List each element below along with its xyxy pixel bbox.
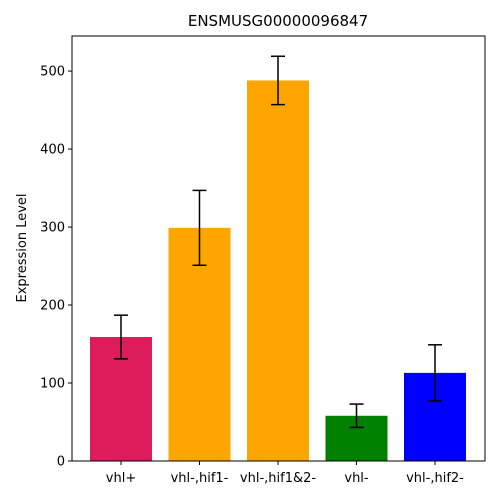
- bar: [168, 227, 231, 461]
- x-tick-label: vhl-,hif1&2-: [240, 471, 316, 486]
- y-tick-label: 400: [40, 143, 65, 158]
- y-tick-label: 200: [40, 299, 65, 314]
- x-tick-label: vhl-: [344, 471, 369, 486]
- x-tick-label: vhl+: [106, 471, 136, 486]
- plot-area: 0 100 200 300 400 500 vhl+ vhl-,hif1- vhl-,hif1&…: [40, 35, 486, 486]
- y-tick-label: 100: [40, 377, 65, 392]
- y-tick-label: 500: [40, 65, 65, 80]
- y-tick-label: 0: [57, 455, 65, 470]
- x-tick-label: vhl-,hif2-: [406, 471, 464, 486]
- y-axis-label: Expression Level: [15, 193, 30, 302]
- error-bar: [271, 55, 285, 106]
- chart-title: ENSMUSG00000096847: [188, 12, 368, 30]
- error-bar: [428, 344, 442, 402]
- error-bar: [192, 189, 207, 267]
- y-tick-label: 300: [40, 221, 65, 236]
- bar: [247, 80, 309, 462]
- x-tick-label: vhl-,hif1-: [171, 471, 229, 486]
- error-bar: [114, 314, 128, 360]
- error-bar: [349, 403, 364, 429]
